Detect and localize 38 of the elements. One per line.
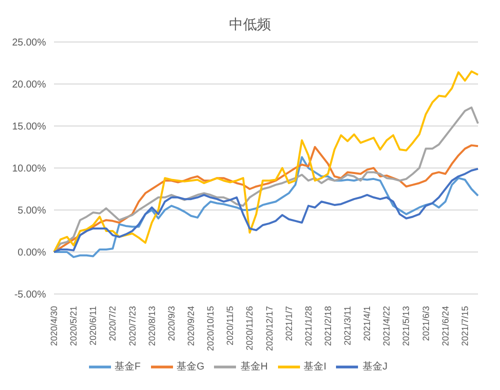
x-tick-label: 2021/7/15	[460, 306, 470, 346]
y-tick-label: 25.00%	[12, 38, 46, 49]
x-tick-label: 2020/12/17	[264, 306, 274, 352]
y-tick-label: 15.00%	[12, 122, 46, 133]
x-tick-label: 2020/9/24	[186, 306, 196, 346]
x-tick-label: 2020/6/11	[88, 306, 98, 346]
x-tick-label: 2020/7/23	[127, 306, 138, 346]
legend-label: 基金H	[240, 362, 268, 373]
x-tick-label: 2020/11/5	[225, 306, 236, 346]
x-tick-label: 2020/4/30	[49, 306, 59, 346]
legend-label: 基金I	[304, 362, 326, 373]
x-tick-label: 2021/1/7	[284, 306, 294, 342]
line-series	[53, 156, 479, 258]
x-tick-label: 2020/8/13	[146, 306, 157, 346]
x-tick-label: 2021/6/24	[440, 306, 450, 346]
x-tick-label: 2020/11/26	[244, 306, 255, 350]
x-tick-label: 2020/9/3	[166, 306, 176, 342]
x-tick-label: 2021/3/11	[342, 306, 353, 346]
y-tick-label: -5.00%	[14, 290, 46, 301]
x-tick-label: 2021/4/1	[362, 306, 372, 342]
x-tick-label: 2021/1/28	[303, 306, 314, 346]
legend-label: 基金J	[362, 362, 388, 373]
legend-label: 基金G	[176, 362, 204, 373]
y-tick-label: 10.00%	[12, 164, 46, 175]
x-tick-label: 2020/7/2	[108, 306, 118, 342]
chart-title: 中低频	[228, 15, 272, 34]
line-series	[53, 168, 479, 253]
y-tick-label: 5.00%	[18, 206, 46, 217]
y-tick-label: 20.00%	[12, 80, 46, 91]
x-tick-label: 2021/4/22	[382, 306, 392, 346]
x-tick-label: 2021/5/13	[401, 306, 412, 346]
x-tick-label: 2021/6/3	[420, 306, 431, 342]
y-tick-label: 0.00%	[18, 248, 46, 259]
line-series	[53, 70, 479, 253]
x-tick-label: 2020/10/15	[206, 306, 216, 352]
x-tick-label: 2021/2/18	[322, 306, 333, 346]
legend-label: 基金F	[114, 362, 141, 373]
x-tick-label: 2020/5/21	[68, 306, 79, 346]
